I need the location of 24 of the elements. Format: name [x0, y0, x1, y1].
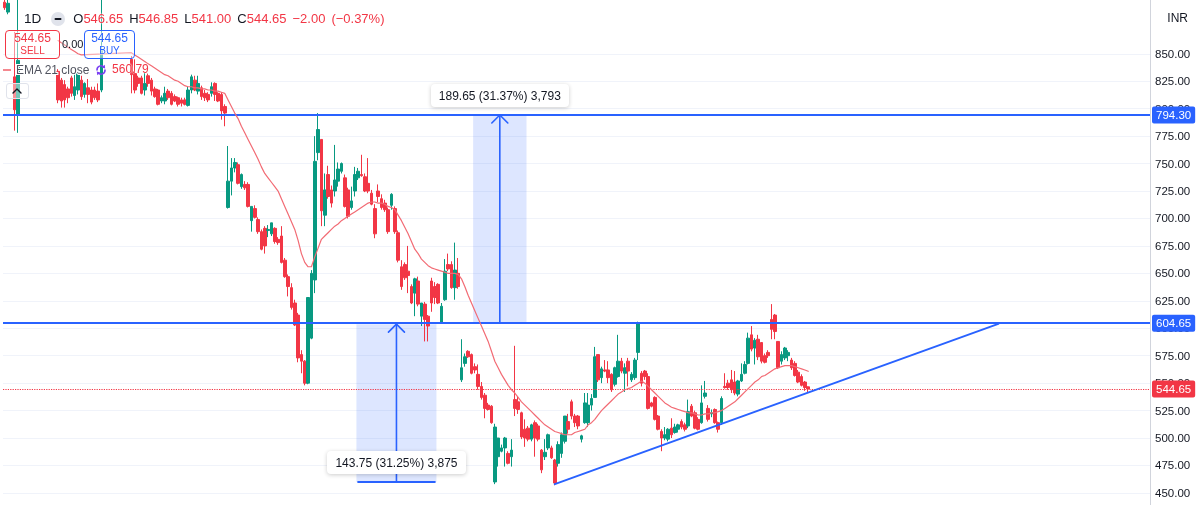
annotation: 143.75 (31.25%) 3,875 — [327, 450, 466, 474]
y-tick-label: 675.00 — [1155, 239, 1191, 252]
y-tick-label: 650.00 — [1155, 267, 1191, 280]
annotation: SELL — [20, 45, 45, 57]
y-tick-label: 450.00 — [1155, 486, 1191, 499]
annotation: BUY — [99, 45, 120, 57]
y-tick-label: 700.00 — [1155, 212, 1191, 225]
ref-line-label: 794.30 — [1156, 108, 1192, 121]
text: 1D — [24, 11, 42, 26]
y-tick-label: 750.00 — [1155, 157, 1191, 170]
y-tick-label: 575.00 — [1155, 349, 1191, 362]
y-tick-label: 825.00 — [1155, 75, 1191, 88]
y-tick-label: 475.00 — [1155, 459, 1191, 472]
y-tick-label: 625.00 — [1155, 294, 1191, 307]
y-tick-label: 725.00 — [1155, 185, 1191, 198]
y-axis-title: INR — [1167, 11, 1188, 25]
y-tick-label: 525.00 — [1155, 404, 1191, 417]
ref-line-label: 604.65 — [1156, 317, 1192, 330]
y-tick-label: 850.00 — [1155, 47, 1191, 60]
annotation: 0.00 — [62, 38, 84, 50]
y-tick-label: 775.00 — [1155, 130, 1191, 143]
ref-line-label: 544.65 — [1156, 383, 1192, 396]
annotation: 189.65 (31.37%) 3,793 — [430, 83, 569, 107]
y-tick-label: 500.00 — [1155, 432, 1191, 445]
